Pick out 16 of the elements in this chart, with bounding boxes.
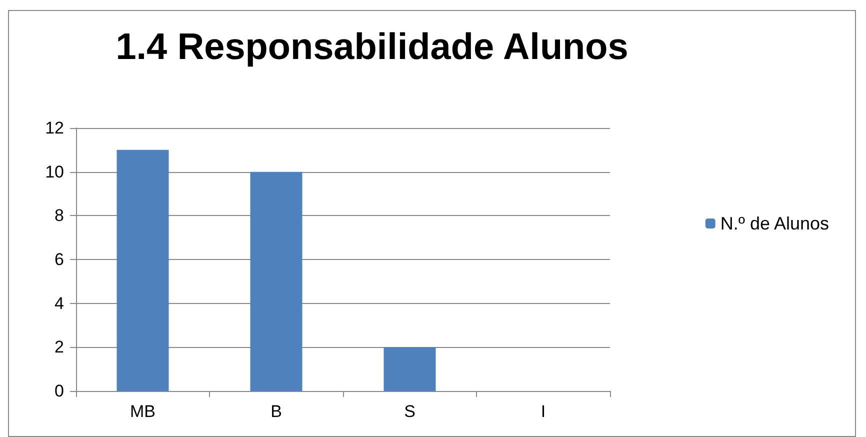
bar bbox=[116, 150, 169, 391]
y-tick-label: 0 bbox=[54, 382, 64, 400]
y-tick-label: 2 bbox=[54, 338, 64, 357]
y-tick-label: 4 bbox=[54, 294, 64, 313]
x-tick-label: S bbox=[404, 402, 416, 421]
y-tick-label: 6 bbox=[54, 250, 64, 269]
chart-title: 1.4 Responsabilidade Alunos bbox=[116, 26, 628, 67]
y-tick-label: 8 bbox=[54, 206, 64, 226]
x-tick-label: B bbox=[270, 402, 282, 421]
legend-label: N.º de Alunos bbox=[720, 214, 830, 234]
x-tick-label: MB bbox=[130, 402, 156, 421]
y-tick-label: 12 bbox=[45, 118, 64, 138]
bar bbox=[250, 172, 302, 391]
x-tick-label: I bbox=[540, 402, 546, 421]
bar bbox=[384, 347, 436, 391]
y-tick-label: 10 bbox=[45, 162, 64, 182]
